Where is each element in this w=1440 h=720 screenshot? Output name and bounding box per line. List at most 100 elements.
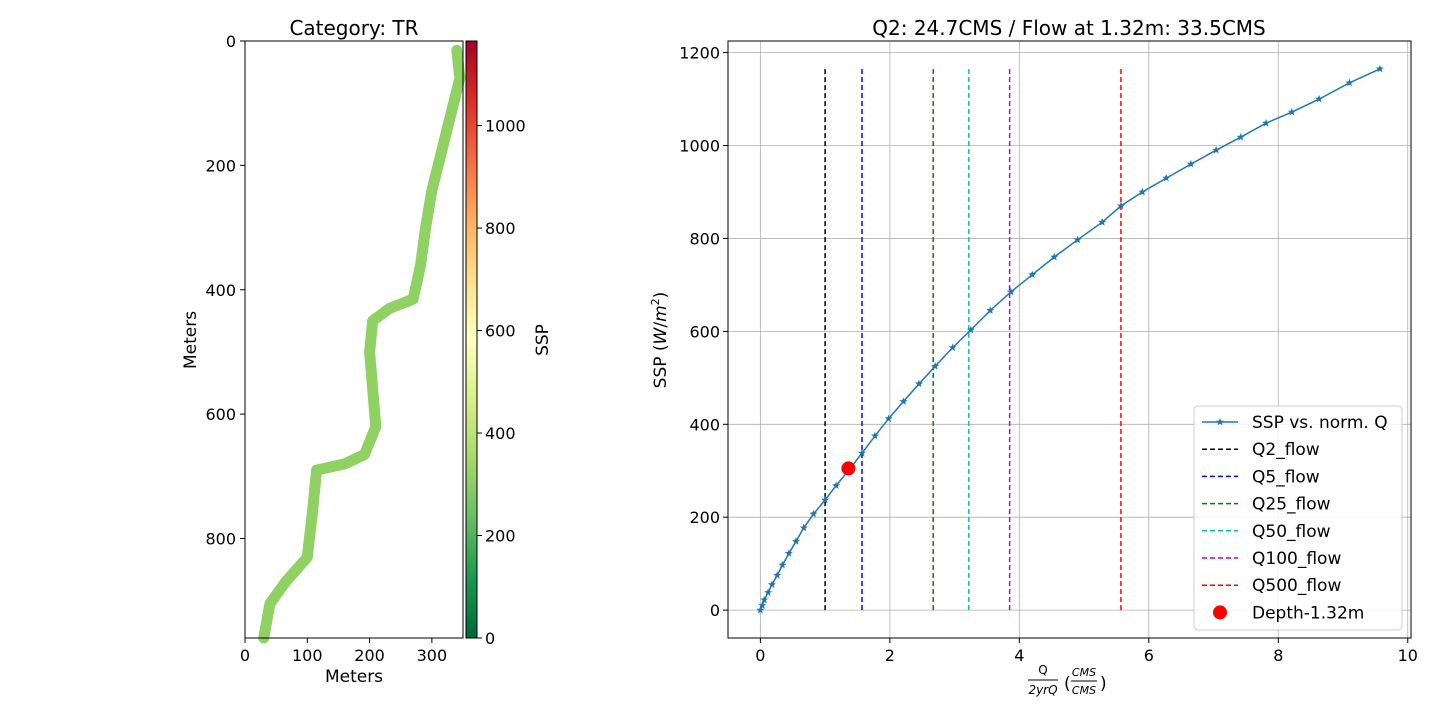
series-point (756, 605, 765, 614)
legend-label: Q2_flow (1252, 440, 1320, 460)
series-point (832, 481, 841, 489)
legend-label: Q500_flow (1252, 576, 1341, 596)
legend-item: SSP vs. norm. Q (1202, 413, 1388, 433)
right-panel: Q2: 24.7CMS / Flow at 1.32m: 33.5CMS 0 2 4… (649, 16, 1418, 697)
right-ytick-label: 200 (689, 508, 720, 527)
legend-label: Depth-1.32m (1252, 603, 1364, 623)
series-point (1098, 218, 1107, 226)
series-point (931, 362, 940, 370)
left-title: Category: TR (289, 16, 418, 40)
legend-item: Q5_flow (1202, 467, 1320, 487)
series-point (1162, 173, 1171, 182)
left-xlabel: Meters (325, 667, 383, 687)
colorbar-tick-label: 1000 (485, 117, 526, 136)
svg-text:CMS: CMS (1072, 666, 1096, 679)
series-point (1262, 119, 1270, 127)
left-xtick-label: 100 (292, 646, 323, 665)
series-point (1236, 133, 1245, 141)
colorbar-tick-label: 800 (485, 219, 516, 238)
legend-item: Q25_flow (1202, 495, 1331, 515)
river-map (258, 44, 466, 644)
colorbar-tick-label: 200 (485, 527, 516, 546)
legend-label: Q100_flow (1252, 549, 1341, 569)
series-point (1287, 107, 1296, 116)
legend-box (1193, 405, 1403, 631)
reference-lines (824, 68, 1122, 611)
left-x-ticks: 0 100 200 300 (240, 638, 447, 665)
right-ytick-label: 800 (689, 229, 720, 248)
left-ytick-label: 400 (205, 281, 236, 300)
series-point (821, 495, 830, 504)
series-point (966, 325, 975, 334)
svg-text:(: ( (1064, 674, 1071, 694)
svg-text:Q: Q (1038, 663, 1047, 677)
series-point (1375, 64, 1384, 73)
colorbar-tick-label: 400 (485, 424, 516, 443)
series-point (773, 571, 782, 579)
colorbar-gradient (465, 40, 478, 639)
svg-text:): ) (1100, 674, 1107, 694)
series-point (858, 448, 866, 457)
right-xtick-label: 2 (885, 646, 895, 665)
left-ylabel: Meters (181, 311, 201, 369)
right-y-ticks: 0 200 400 600 800 1000 1200 (679, 44, 728, 620)
svg-text:2yrQ: 2yrQ (1028, 683, 1057, 697)
series-point (948, 343, 957, 351)
legend-swatch (1213, 605, 1227, 620)
series-point (1212, 146, 1221, 154)
series-point (758, 601, 767, 609)
left-ytick-label: 800 (205, 530, 236, 549)
series-point (1138, 187, 1147, 196)
legend-label: Q50_flow (1252, 522, 1331, 542)
right-xtick-label: 0 (755, 646, 765, 665)
series-point (760, 595, 769, 604)
series-point (809, 509, 818, 518)
right-xtick-label: 10 (1398, 646, 1418, 665)
right-xtick-label: 4 (1014, 646, 1024, 665)
legend-item: Q100_flow (1202, 549, 1341, 569)
series-point (884, 414, 893, 423)
legend-label: Q5_flow (1252, 467, 1320, 487)
right-xlabel: Q 2yrQ ( CMS CMS ) (1028, 663, 1107, 697)
right-x-ticks: 0 2 4 6 8 10 (755, 638, 1418, 665)
depth-point-layer (841, 461, 856, 476)
series-point (1117, 201, 1125, 210)
series-point (986, 306, 995, 314)
legend-item: Q50_flow (1202, 522, 1331, 542)
svg-text:SSP (W/m2): SSP (W/m2) (649, 292, 671, 389)
colorbar-ticks: 0 200 400 600 800 1000 (477, 117, 526, 648)
depth-point (841, 461, 856, 476)
series-point (799, 523, 808, 532)
left-xtick-label: 300 (417, 646, 448, 665)
river-channel (258, 44, 466, 644)
series-point (871, 431, 879, 440)
series-point (778, 560, 787, 569)
left-xtick-label: 200 (354, 646, 385, 665)
series-point (792, 537, 800, 545)
left-y-ticks: 0 200 400 600 800 (205, 32, 245, 549)
series-point (784, 549, 793, 557)
legend-item: Q500_flow (1202, 576, 1341, 596)
colorbar-tick-label: 600 (485, 322, 516, 341)
legend: SSP vs. norm. Q Q2_flow Q5_flow Q25_flow Q50… (1193, 405, 1403, 631)
series-point (1186, 159, 1195, 168)
series-point (1028, 270, 1037, 279)
series-point (1050, 252, 1059, 261)
right-ytick-label: 1000 (679, 137, 720, 156)
left-plot-frame (244, 40, 464, 639)
legend-item: Q2_flow (1202, 440, 1320, 460)
colorbar-label: SSP (533, 324, 553, 356)
series-point (1073, 235, 1082, 244)
legend-item: Depth-1.32m (1213, 603, 1364, 623)
legend-swatch-marker (1216, 417, 1224, 426)
left-ytick-label: 600 (205, 405, 236, 424)
series-layer (756, 64, 1384, 614)
left-ytick-label: 200 (205, 156, 236, 175)
right-xtick-label: 6 (1144, 646, 1154, 665)
right-ytick-label: 400 (689, 415, 720, 434)
series-point (1345, 78, 1354, 87)
right-ytick-label: 1200 (679, 44, 720, 63)
right-ytick-label: 600 (689, 322, 720, 341)
series-point (768, 580, 776, 588)
